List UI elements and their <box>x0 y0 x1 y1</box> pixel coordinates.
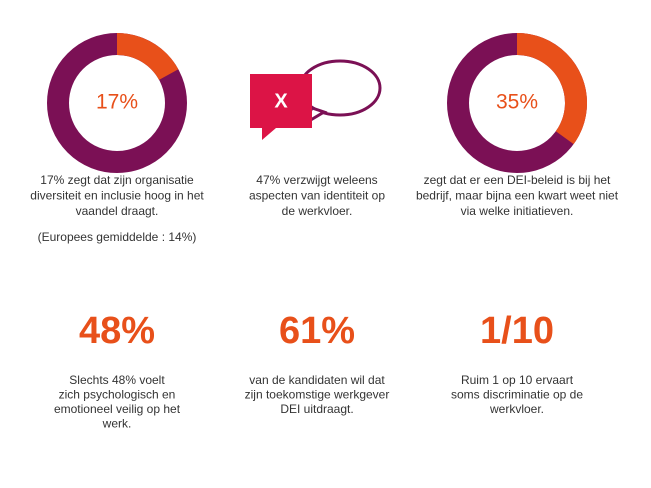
description-line: soms discriminatie op de <box>451 388 583 402</box>
icon-label: X <box>274 90 288 112</box>
description-line: emotioneel veilig op het <box>54 402 181 416</box>
description-line: aspecten van identiteit op <box>249 189 385 203</box>
description-line: van de kandidaten wil dat <box>249 373 385 387</box>
donut-label: 35% <box>496 91 538 114</box>
donut-label: 17% <box>96 91 138 114</box>
description-line: diversiteit en inclusie hoog in het <box>30 189 204 203</box>
description-line: Slechts 48% voelt <box>69 373 165 387</box>
description-line: zegt dat er een DEI-beleid is bij het <box>424 173 611 187</box>
content: 17% 17% zegt dat zijn organisatie diversit… <box>30 33 619 431</box>
description-line: bedrijf, maar bijna een kwart weet niet <box>416 189 619 203</box>
description-line: de werkvloer. <box>282 204 353 218</box>
donut-segment <box>516 33 587 145</box>
description-line: 47% verzwijgt weleens <box>256 173 377 187</box>
description-line: werk. <box>102 417 132 431</box>
note: (Europees gemiddelde : 14%) <box>38 230 197 244</box>
stat-value: 1/10 <box>480 310 554 352</box>
description-line: DEI uitdraagt. <box>280 402 353 416</box>
description-line: 17% zegt dat zijn organisatie <box>40 173 194 187</box>
stat-value: 48% <box>79 310 155 352</box>
chat-icon: X <box>250 59 382 140</box>
description-line: vaandel draagt. <box>76 204 159 218</box>
error-box <box>250 74 312 128</box>
description-line: zijn toekomstige werkgever <box>245 388 390 402</box>
description-line: via welke initiatieven. <box>461 204 574 218</box>
description-line: werkvloer. <box>489 402 544 416</box>
box-tail <box>262 128 276 140</box>
description-line: Ruim 1 op 10 ervaart <box>461 373 574 387</box>
stat-value: 61% <box>279 310 355 352</box>
description-line: zich psychologisch en <box>59 388 176 402</box>
donut-segment <box>116 33 179 81</box>
